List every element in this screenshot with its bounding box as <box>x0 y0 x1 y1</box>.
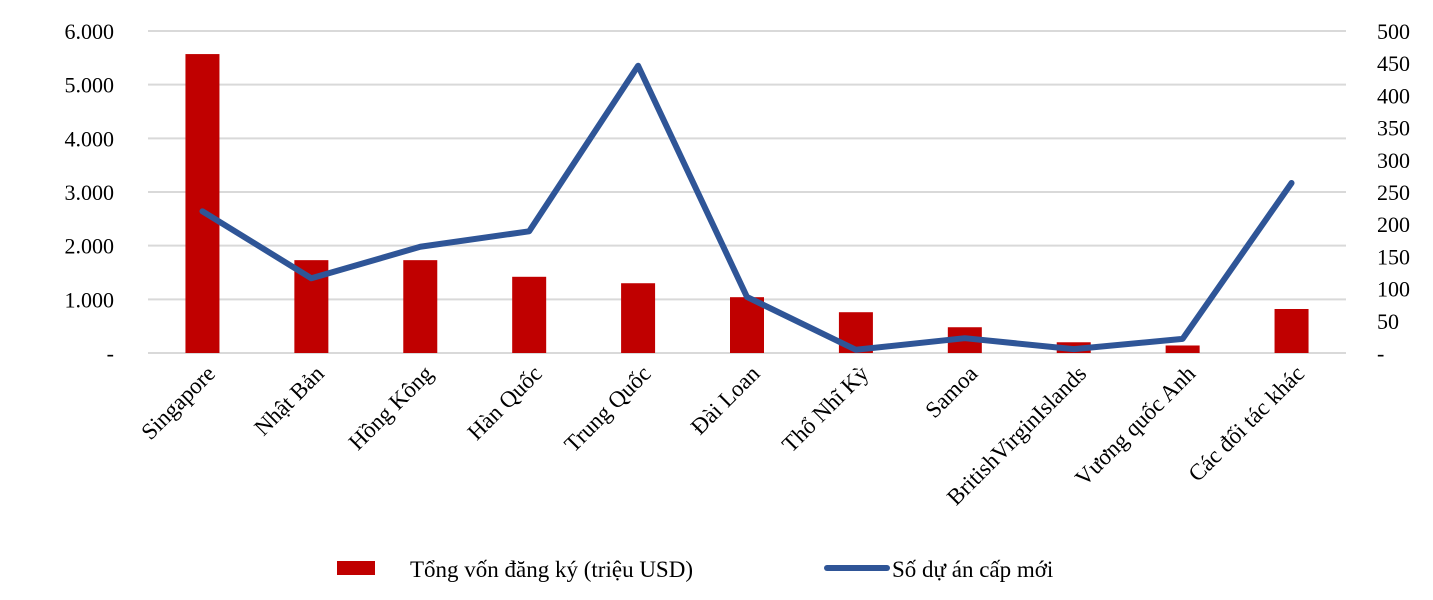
left-axis-tick: 2.000 <box>65 234 115 259</box>
left-axis-tick: 5.000 <box>65 73 115 98</box>
bar <box>403 260 438 353</box>
category-axis-labels: Singapore Nhật Bản Hồng Kông Hàn Quốc Trung … <box>136 361 1309 511</box>
category-label: Đài Loan <box>686 361 765 440</box>
right-axis-tick: 50 <box>1377 309 1399 334</box>
right-axis-ticks: - 50 100 150 200 250 300 350 400 450 500 <box>1377 19 1410 366</box>
line-series <box>199 62 1295 353</box>
bar-series <box>185 54 1309 354</box>
right-axis-tick: 150 <box>1377 244 1410 269</box>
right-axis-tick: 500 <box>1377 19 1410 44</box>
legend-bar-swatch <box>337 561 375 575</box>
left-axis-ticks: - 1.000 2.000 3.000 4.000 5.000 6.000 <box>65 19 115 366</box>
legend: Tổng vốn đăng ký (triệu USD) Số dự án cấ… <box>337 557 1053 582</box>
right-axis-tick: 100 <box>1377 277 1410 302</box>
left-axis-tick: - <box>107 341 114 366</box>
right-axis-tick: 400 <box>1377 83 1410 108</box>
category-label: Singapore <box>136 361 220 445</box>
gridlines <box>148 30 1346 354</box>
right-axis-tick: 200 <box>1377 212 1410 237</box>
bar <box>730 297 764 353</box>
bar <box>1274 308 1309 353</box>
left-axis-tick: 6.000 <box>65 19 115 44</box>
left-axis-tick: 3.000 <box>65 180 115 205</box>
bar <box>621 283 656 353</box>
category-label: Trung Quốc <box>559 361 655 457</box>
right-axis-tick: 250 <box>1377 180 1410 205</box>
bar <box>512 276 547 353</box>
bar <box>1165 345 1200 353</box>
category-label: Các đối tác khác <box>1183 361 1309 487</box>
right-axis-tick: 450 <box>1377 51 1410 76</box>
category-label: Nhật Bản <box>249 361 329 441</box>
category-label: Thổ Nhĩ Kỳ <box>777 361 874 458</box>
right-axis-tick: 300 <box>1377 148 1410 173</box>
category-label: Samoa <box>920 361 982 423</box>
category-label: Hàn Quốc <box>463 361 547 445</box>
category-label: Hồng Kông <box>344 361 438 455</box>
left-axis-tick: 4.000 <box>65 126 115 151</box>
category-label: Vương quốc Anh <box>1070 361 1200 491</box>
legend-line-label: Số dự án cấp mới <box>892 557 1053 582</box>
left-axis-tick: 1.000 <box>65 287 115 312</box>
right-axis-tick: 350 <box>1377 116 1410 141</box>
bar <box>185 54 220 354</box>
legend-bar-label: Tổng vốn đăng ký (triệu USD) <box>410 557 693 582</box>
right-axis-tick: - <box>1377 341 1384 366</box>
